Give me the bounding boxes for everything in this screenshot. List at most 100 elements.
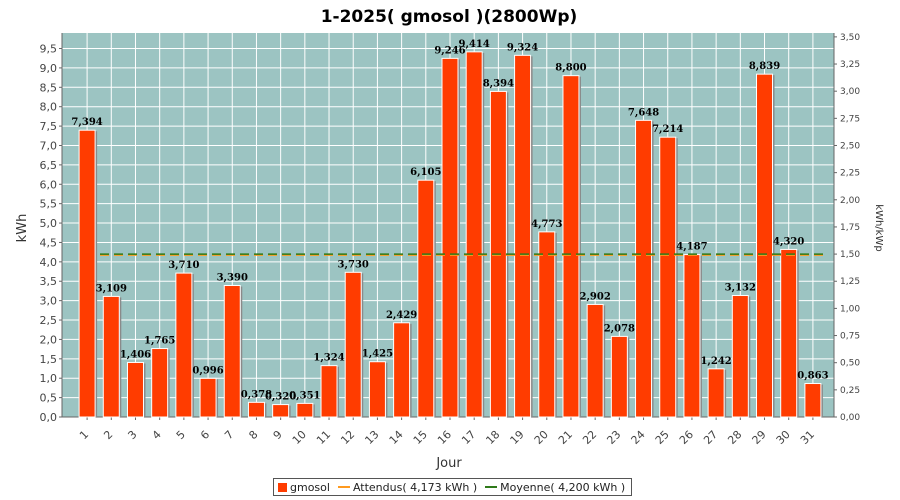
bar [272, 404, 290, 418]
y-tick-label: 6,0 [40, 178, 58, 191]
y-right-tick-label: 1,00 [840, 304, 860, 314]
y-tick-label: 5,0 [40, 217, 58, 230]
bar-value-label: 2,429 [386, 310, 417, 321]
y-axis-label: kWh [15, 214, 30, 243]
y-tick-label: 8,5 [40, 81, 58, 94]
x-tick-label: 7 [222, 428, 236, 442]
x-tick-label: 8 [246, 428, 260, 442]
y-right-tick-label: 0,75 [840, 332, 860, 342]
bar [223, 285, 241, 418]
bar-value-label: 2,902 [579, 291, 610, 302]
y-tick-label: 7,0 [40, 139, 58, 152]
x-tick-label: 17 [459, 428, 478, 447]
bar [151, 348, 169, 418]
bar-value-label: 7,214 [652, 124, 683, 135]
y-right-tick-label: 3,00 [840, 87, 860, 97]
x-tick-label: 30 [774, 428, 793, 447]
x-tick-label: 15 [411, 428, 430, 447]
y-tick-label: 5,5 [40, 198, 58, 211]
legend-swatch-expected [337, 486, 350, 488]
x-tick-label: 20 [532, 428, 551, 447]
y-tick-label: 9,0 [40, 62, 58, 75]
bar-value-label: 3,109 [96, 283, 127, 294]
x-tick-label: 18 [483, 428, 502, 447]
legend-item-average: Moyenne( 4,200 kWh ) [485, 481, 625, 494]
bar [804, 383, 822, 418]
legend-label-average: Moyenne( 4,200 kWh ) [500, 480, 626, 494]
bar [562, 75, 580, 418]
bar-value-label: 1,765 [144, 336, 175, 347]
y-right-tick-label: 0,00 [840, 413, 860, 423]
x-tick-label: 9 [271, 428, 285, 442]
bar-value-label: 0,378 [241, 389, 272, 400]
bar [731, 295, 749, 418]
bar [635, 119, 653, 418]
y-right-tick-label: 3,25 [840, 60, 860, 70]
y-right-tick-label: 2,50 [840, 141, 860, 151]
bar-value-label: 1,406 [120, 349, 151, 360]
bar [756, 73, 774, 418]
bar [538, 231, 556, 418]
y-tick-label: 0,0 [40, 411, 58, 424]
bar [441, 57, 459, 418]
y-right-tick-label: 0,25 [840, 386, 860, 396]
x-tick-label: 28 [725, 428, 744, 447]
x-tick-label: 12 [338, 428, 357, 447]
bar [393, 322, 411, 418]
bar [465, 51, 483, 418]
legend-item-expected: Attendus( 4,173 kWh ) [337, 481, 477, 494]
bar [586, 303, 604, 418]
y-axis-right-label: kWh/kWp [873, 204, 884, 251]
bar [320, 365, 338, 418]
bar [296, 402, 314, 418]
bar [610, 335, 628, 418]
x-tick-label: 10 [290, 428, 309, 447]
bar-value-label: 7,648 [628, 107, 659, 118]
bar [199, 377, 217, 418]
y-tick-label: 4,0 [40, 256, 58, 269]
y-right-tick-label: 1,25 [840, 277, 860, 287]
bar-value-label: 2,078 [604, 323, 635, 334]
bar [247, 401, 265, 418]
x-tick-label: 1 [77, 428, 91, 442]
bar-value-label: 7,394 [71, 117, 102, 128]
y-tick-label: 1,5 [40, 353, 58, 366]
bar-value-label: 3,390 [217, 273, 248, 284]
bar-value-label: 4,187 [676, 242, 707, 253]
x-tick-label: 19 [508, 428, 527, 447]
y-tick-label: 2,0 [40, 333, 58, 346]
y-tick-label: 9,5 [40, 43, 58, 56]
bar-value-label: 3,132 [725, 283, 756, 294]
bar [417, 179, 435, 418]
y-tick-label: 3,5 [40, 275, 58, 288]
bar-value-label: 8,839 [749, 61, 780, 72]
bar-value-label: 6,105 [410, 167, 441, 178]
legend-swatch-average [485, 486, 498, 488]
bar [683, 254, 701, 418]
x-tick-label: 25 [653, 428, 672, 447]
x-tick-label: 3 [125, 428, 139, 442]
x-tick-label: 23 [604, 428, 623, 447]
y-right-tick-label: 2,25 [840, 169, 860, 179]
y-right-tick-label: 2,00 [840, 196, 860, 206]
bar-value-label: 9,246 [434, 45, 465, 56]
bar-value-label: 4,320 [773, 236, 804, 247]
x-tick-label: 13 [362, 428, 381, 447]
bar-value-label: 1,425 [362, 349, 393, 360]
bar-value-label: 3,710 [168, 260, 199, 271]
bar [368, 361, 386, 418]
bar-value-label: 0,863 [797, 371, 828, 382]
x-tick-label: 16 [435, 428, 454, 447]
bar-value-label: 0,996 [192, 365, 223, 376]
bar [514, 54, 532, 418]
y-tick-label: 1,0 [40, 372, 58, 385]
y-right-tick-label: 3,50 [840, 33, 860, 43]
x-tick-label: 26 [677, 428, 696, 447]
bar [175, 272, 193, 418]
bar [659, 136, 677, 418]
y-right-tick-label: 1,75 [840, 223, 860, 233]
x-tick-label: 21 [556, 428, 575, 447]
bar-value-label: 0,320 [265, 392, 296, 403]
bar-value-label: 1,242 [700, 356, 731, 367]
bar [344, 271, 362, 418]
